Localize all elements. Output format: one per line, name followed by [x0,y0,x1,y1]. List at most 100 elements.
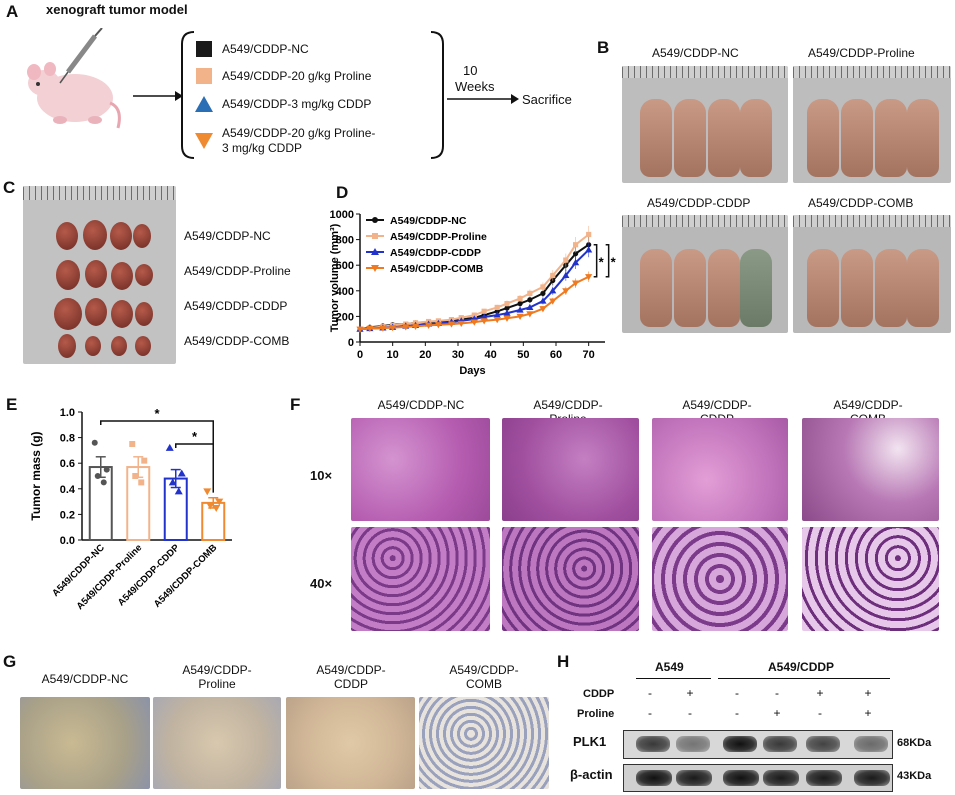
data-point [526,311,534,318]
h-row-cddp-label: CDDP [583,688,615,700]
x-tick-label: 0 [357,349,363,361]
data-point [494,304,500,311]
blot-band [723,770,759,786]
data-point [132,473,139,479]
significance-bracket [605,243,610,278]
duration-unit: Weeks [455,79,495,94]
h-proline-sign: - [688,706,692,720]
data-point [100,479,107,486]
data-point [540,290,546,296]
b-label-nc: A549/CDDP-NC [652,46,739,60]
panel-label-h: H [557,652,570,671]
y-axis-label: Tumor volume (mm³) [330,223,341,332]
y-tick-label: 0.8 [60,433,75,445]
ihc-proline [153,697,281,789]
panel-label-d: D [336,183,349,202]
blot-band [723,736,757,752]
h-proline-sign: - [818,706,822,720]
h-group-a549cddp-line [718,678,890,679]
h-cddp-sign: + [864,686,872,700]
data-point [379,325,387,332]
x-tick-label: 70 [583,349,595,361]
endpoint-label: Sacrifice [522,92,572,107]
arrow-right-icon [447,94,519,104]
data-point [517,295,523,302]
he-10x-comb [802,418,939,521]
h-size-43: 43KDa [897,770,932,782]
triangle-down-marker-icon [195,133,213,149]
data-point [174,487,183,495]
h-group-a549: A549 [655,660,684,674]
panel-label-b: B [597,38,610,57]
data-point [366,325,374,333]
data-point [550,272,556,279]
data-point [527,297,533,303]
blot-band [806,736,840,752]
c-label-nc: A549/CDDP-NC [184,229,271,243]
data-point [586,231,592,238]
data-point [94,473,101,479]
data-point [168,478,177,486]
y-tick-label: 0.6 [60,458,75,470]
group-label-cddp: A549/CDDP-3 mg/kg CDDP [222,97,372,111]
blot-band [854,770,890,786]
blot-actin [623,764,893,792]
mouse-injection-illustration [27,28,121,129]
data-point [425,322,433,329]
c-label-cddp: A549/CDDP-CDDP [184,299,288,313]
h-size-68: 68KDa [897,737,932,749]
data-point [503,309,511,316]
he-10x-cddp [652,418,788,521]
data-point [562,271,570,279]
he-40x-proline [502,527,639,631]
mice-photo-nc [622,66,788,183]
significance-star: * [154,406,160,421]
legend-label: A549/CDDP-COMB [390,263,484,275]
b-label-proline: A549/CDDP-Proline [808,46,915,60]
data-point [504,301,510,307]
y-tick-label: 600 [336,260,354,272]
h-proline-sign: + [773,706,781,720]
blot-plk1 [623,730,893,759]
x-tick-label: 30 [452,349,464,361]
data-point [138,479,145,486]
data-point [177,469,186,477]
mice-photo-comb [793,215,951,333]
ihc-comb [419,697,549,789]
y-tick-label: 0.4 [60,484,76,496]
data-point [549,287,557,294]
f-row-10x: 10× [310,468,333,483]
legend-marker [371,265,379,272]
legend-label: A549/CDDP-Proline [390,231,487,243]
significance-bracket [175,443,214,448]
he-10x-nc [351,418,490,521]
ihc-cddp [286,697,415,789]
significance-bracket [100,420,214,493]
panel-label-f: F [290,395,301,414]
data-point [141,457,148,464]
group-label-comb-line1: A549/CDDP-20 g/kg Proline- [222,126,376,140]
blot-band [636,736,670,752]
x-axis-label: Days [459,365,485,377]
g-col-nc: A549/CDDP-NC [41,672,129,686]
data-point [457,320,465,328]
blot-band [676,770,712,786]
x-tick-label: 20 [419,349,431,361]
h-proline-sign: - [735,706,739,720]
g-col-proline: A549/CDDP- Proline [182,663,252,691]
blot-band [854,736,888,752]
x-tick-label: 10 [387,349,399,361]
y-tick-label: 0.0 [60,535,75,547]
data-point [516,313,524,320]
legend-label: A549/CDDP-CDDP [390,247,481,259]
legend-marker [372,217,378,223]
legend-marker [372,233,378,239]
g-col-comb: A549/CDDP- COMB [449,663,519,691]
data-point [527,290,533,296]
panel-label-c: C [3,178,16,197]
data-point [447,321,456,328]
data-point [411,323,420,330]
data-point [215,498,224,506]
tumor-volume-chart: 0 200 400 600 800 1000 0 10 20 30 40 50 60 70 Days Tumo… [330,209,617,377]
data-point [585,274,593,281]
